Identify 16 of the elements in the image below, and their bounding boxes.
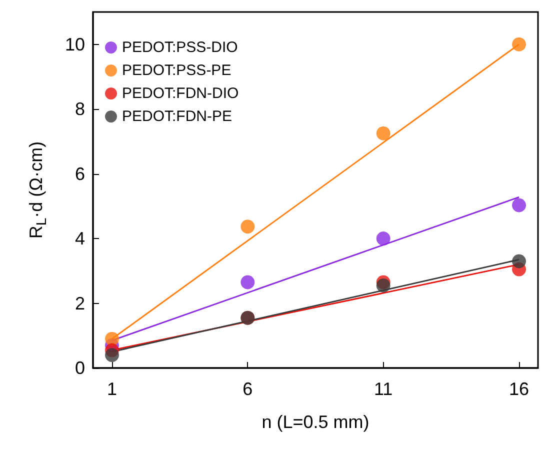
legend-label: PEDOT:FDN-DIO [122, 85, 239, 102]
x-tick-label: 16 [508, 379, 530, 399]
legend-label: PEDOT:PSS-PE [122, 62, 232, 79]
y-axis-title: RL·d (Ω·cm) [26, 141, 49, 239]
y-tick-label: 2 [74, 293, 85, 314]
y-tick-label: 10 [64, 34, 85, 54]
legend-label: PEDOT:PSS-DIO [122, 39, 238, 56]
x-tick-label: 11 [374, 379, 393, 399]
x-tick-label: 6 [242, 379, 253, 399]
x-tick-label: 1 [106, 379, 117, 399]
legend-label: PEDOT:FDN-PE [122, 108, 232, 125]
y-tick-label: 4 [74, 228, 85, 249]
y-tick-label: 8 [74, 99, 85, 120]
y-tick-label: 0 [74, 358, 85, 378]
x-axis-title: n (L=0.5 mm) [262, 412, 370, 432]
y-tick-label: 6 [74, 164, 85, 184]
